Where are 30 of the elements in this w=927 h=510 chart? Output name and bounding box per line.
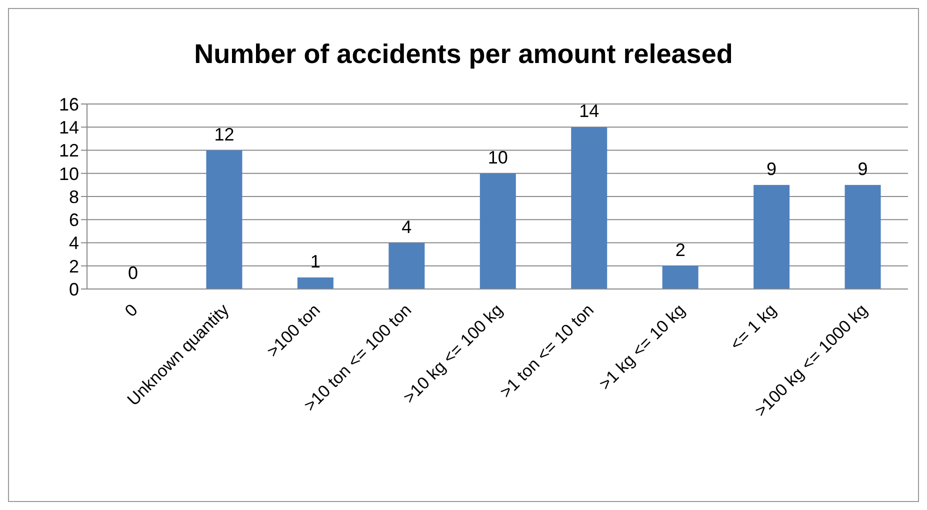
- x-tick-label: >1 kg <= 10 kg: [595, 300, 689, 394]
- data-label: 12: [214, 124, 234, 144]
- data-label: 4: [402, 216, 412, 237]
- data-label: 9: [858, 158, 868, 179]
- data-label: 1: [310, 251, 320, 272]
- y-tick-label: 14: [58, 118, 79, 138]
- bar: [480, 173, 516, 289]
- y-tick-label: 16: [58, 94, 79, 114]
- x-tick-label: 0: [121, 300, 142, 321]
- bar: [662, 266, 698, 289]
- data-label: 0: [128, 263, 138, 283]
- y-tick-label: 10: [58, 164, 79, 184]
- bar: [388, 242, 425, 289]
- y-tick-label: 0: [68, 279, 79, 300]
- y-tick-label: 6: [68, 210, 79, 230]
- y-tick-label: 2: [68, 256, 79, 276]
- chart-title: Number of accidents per amount released: [193, 39, 734, 70]
- data-label: 9: [766, 158, 777, 179]
- x-tick-label: <= 1 kg: [726, 300, 780, 354]
- data-label: 14: [579, 101, 600, 122]
- y-tick-label: 12: [58, 140, 79, 161]
- bar: [297, 277, 334, 289]
- bar: [754, 184, 790, 289]
- bar: [206, 150, 242, 289]
- bar: [844, 184, 881, 289]
- data-label: 10: [488, 147, 508, 168]
- y-tick-label: 8: [68, 186, 79, 207]
- data-label: 2: [675, 240, 686, 260]
- y-tick-label: 4: [68, 233, 79, 254]
- bar: [571, 127, 608, 289]
